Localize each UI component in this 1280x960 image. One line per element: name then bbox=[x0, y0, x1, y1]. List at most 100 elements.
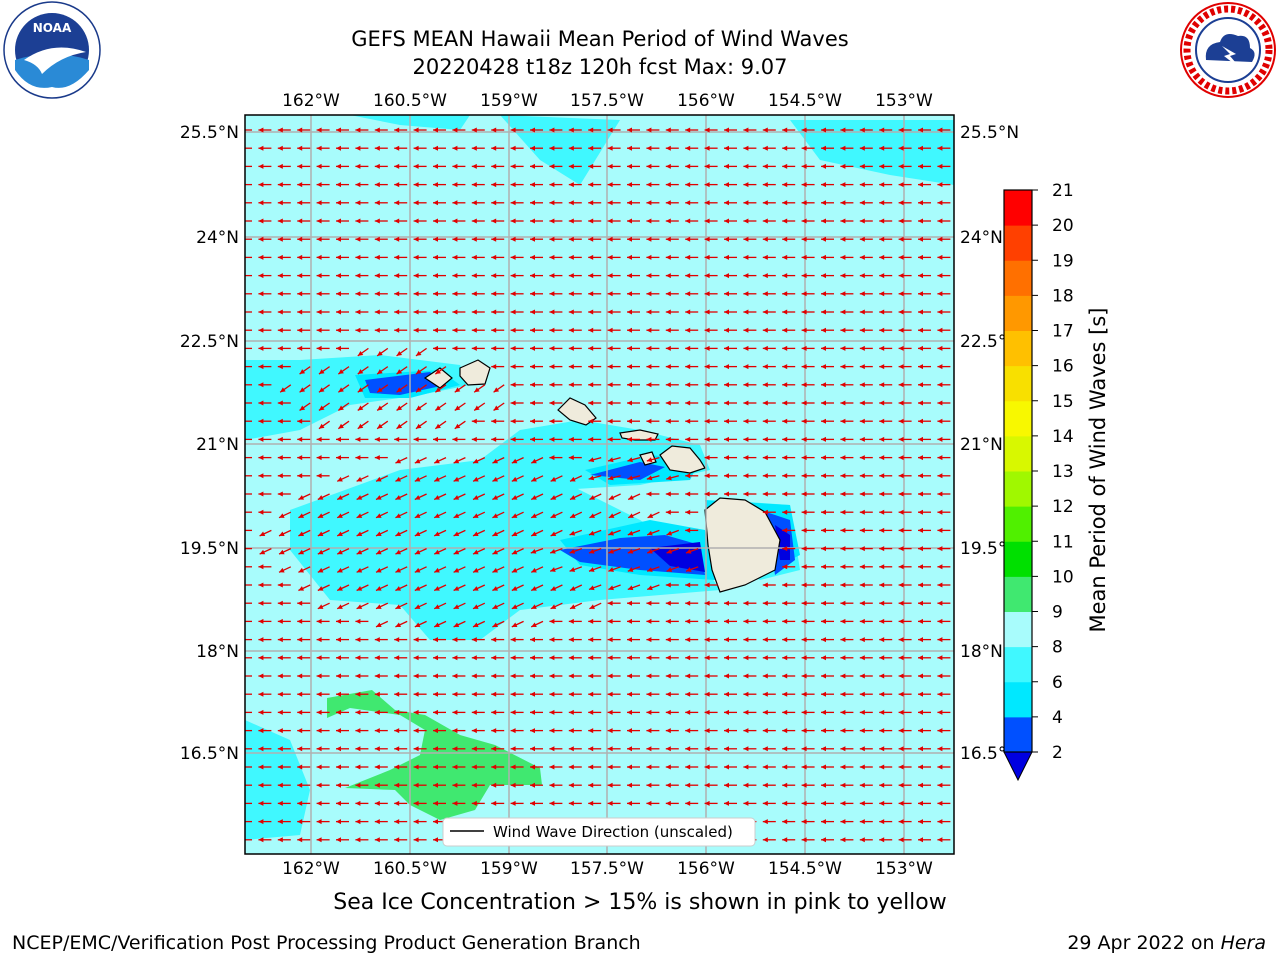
wind-vector bbox=[471, 127, 485, 133]
wind-vector bbox=[685, 800, 699, 806]
wind-vector bbox=[801, 782, 815, 788]
wind-vector bbox=[665, 436, 679, 442]
wind-vector bbox=[394, 728, 408, 734]
wind-vector bbox=[336, 455, 349, 461]
wind-vector bbox=[277, 782, 291, 788]
wind-vector bbox=[801, 746, 815, 752]
wind-vector bbox=[782, 163, 796, 169]
wind-vector bbox=[762, 600, 776, 606]
wind-vector bbox=[724, 618, 737, 624]
wind-vector bbox=[724, 254, 737, 260]
wind-vector bbox=[859, 127, 873, 133]
wind-vector bbox=[258, 218, 272, 224]
wind-vector bbox=[879, 837, 893, 843]
wind-vector bbox=[840, 600, 854, 606]
wind-vector bbox=[801, 800, 815, 806]
wind-vector bbox=[724, 400, 737, 406]
wind-vector bbox=[859, 436, 873, 442]
wind-vector bbox=[665, 254, 679, 260]
wind-vector bbox=[374, 455, 388, 461]
wind-vector bbox=[918, 637, 931, 643]
wind-vector bbox=[801, 291, 815, 297]
wind-vector bbox=[433, 218, 446, 224]
wind-vector bbox=[937, 218, 951, 224]
wind-vector bbox=[394, 327, 408, 333]
colorbar-tick: 6 bbox=[1052, 673, 1063, 693]
wind-vector bbox=[782, 273, 796, 279]
wind-vector bbox=[607, 163, 621, 169]
wind-vector bbox=[859, 582, 873, 588]
wind-vector bbox=[840, 691, 854, 697]
wind-vector bbox=[510, 163, 524, 169]
wind-vector bbox=[297, 473, 311, 479]
wind-vector bbox=[840, 819, 854, 825]
wind-vector bbox=[316, 819, 330, 825]
wind-vector bbox=[724, 345, 737, 351]
wind-vector bbox=[859, 418, 873, 424]
wind-vector bbox=[434, 420, 447, 430]
wind-vector bbox=[646, 218, 660, 224]
wind-vector bbox=[743, 273, 757, 279]
wind-vector bbox=[374, 436, 388, 442]
wind-vector bbox=[413, 218, 427, 224]
wind-vector bbox=[724, 291, 737, 297]
wind-vector bbox=[297, 618, 311, 624]
wind-vector bbox=[762, 655, 776, 661]
wind-vector bbox=[879, 746, 893, 752]
wind-vector bbox=[510, 218, 524, 224]
wind-vector bbox=[491, 127, 505, 133]
wind-vector bbox=[685, 364, 699, 370]
wind-vector bbox=[762, 327, 776, 333]
wind-vector bbox=[762, 182, 776, 188]
wind-vector bbox=[413, 673, 427, 679]
wind-vector bbox=[277, 764, 291, 770]
wind-vector bbox=[414, 493, 427, 501]
wind-vector bbox=[607, 145, 621, 151]
wind-vector bbox=[454, 402, 466, 411]
wind-vector bbox=[433, 200, 446, 206]
wind-vector bbox=[937, 200, 951, 206]
wind-vector bbox=[782, 364, 796, 370]
wind-vector bbox=[471, 637, 485, 643]
wind-vector bbox=[918, 418, 931, 424]
wind-vector bbox=[937, 782, 951, 788]
wind-vector bbox=[568, 218, 582, 224]
wind-vector bbox=[395, 602, 408, 610]
wind-vector bbox=[433, 273, 446, 279]
wind-vector bbox=[549, 400, 563, 406]
wind-vector bbox=[646, 236, 660, 242]
wind-vector bbox=[627, 529, 641, 536]
wind-vector bbox=[704, 200, 718, 206]
wind-vector bbox=[337, 366, 350, 375]
wind-vector bbox=[394, 436, 408, 442]
wind-vector bbox=[898, 327, 912, 333]
map-legend: Wind Wave Direction (unscaled) bbox=[442, 817, 756, 847]
wind-vector bbox=[433, 620, 447, 628]
wind-vector bbox=[356, 602, 369, 610]
noaa-logo: NOAA bbox=[3, 1, 101, 99]
wind-vector bbox=[859, 673, 873, 679]
wind-vector bbox=[704, 746, 718, 752]
wind-vector bbox=[685, 728, 699, 734]
wind-vector bbox=[918, 709, 931, 715]
wind-vector bbox=[549, 547, 563, 554]
wind-vector bbox=[355, 709, 369, 715]
wind-vector bbox=[511, 475, 524, 482]
wind-vector bbox=[918, 455, 931, 461]
wind-vector bbox=[336, 584, 350, 592]
wind-vector bbox=[801, 491, 815, 497]
wind-vector bbox=[646, 436, 660, 442]
wind-vector bbox=[685, 782, 699, 788]
wind-vector bbox=[840, 709, 854, 715]
wind-vector bbox=[374, 673, 388, 679]
wind-vector bbox=[743, 182, 757, 188]
wind-vector bbox=[452, 145, 466, 151]
wind-vector bbox=[510, 200, 524, 206]
wind-vector bbox=[627, 800, 640, 806]
wind-vector bbox=[277, 145, 291, 151]
wind-vector bbox=[782, 728, 796, 734]
wind-vector bbox=[859, 800, 873, 806]
wind-vector bbox=[395, 529, 408, 537]
wind-vector bbox=[704, 254, 718, 260]
